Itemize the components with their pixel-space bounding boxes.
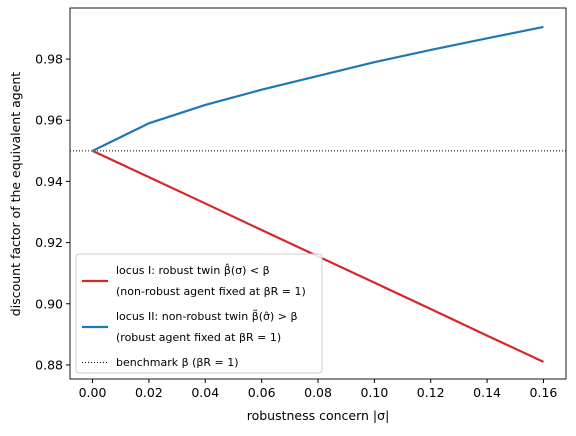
x-tick-label: 0.14 (473, 385, 501, 400)
x-tick-label: 0.06 (248, 385, 276, 400)
legend-label: benchmark β (βR = 1) (116, 356, 239, 369)
x-tick-label: 0.04 (191, 385, 219, 400)
legend-label: locus II: non-robust twin β̃(σ̂) > β (ro… (116, 310, 298, 344)
legend-label: locus I: robust twin β̂(σ) < β (non-robu… (116, 264, 306, 298)
x-axis-label: robustness concern |σ| (247, 408, 390, 423)
series-line (92, 25, 544, 152)
legend-box (75, 253, 323, 374)
y-tick-label: 0.88 (35, 357, 63, 372)
y-tick-label: 0.98 (35, 52, 63, 67)
y-tick-label: 0.92 (35, 235, 63, 250)
x-tick-label: 0.16 (530, 385, 558, 400)
y-tick-label: 0.90 (35, 296, 63, 311)
y-axis-label: discount factor of the equivalent agent (8, 72, 23, 317)
y-tick-label: 0.94 (35, 174, 63, 189)
x-tick-label: 0.08 (304, 385, 332, 400)
x-tick-label: 0.00 (79, 385, 107, 400)
x-tick-label: 0.02 (135, 385, 163, 400)
x-tick-label: 0.12 (417, 385, 445, 400)
x-tick-label: 0.10 (360, 385, 388, 400)
plot-frame (69, 7, 567, 380)
y-tick-label: 0.96 (35, 113, 63, 128)
